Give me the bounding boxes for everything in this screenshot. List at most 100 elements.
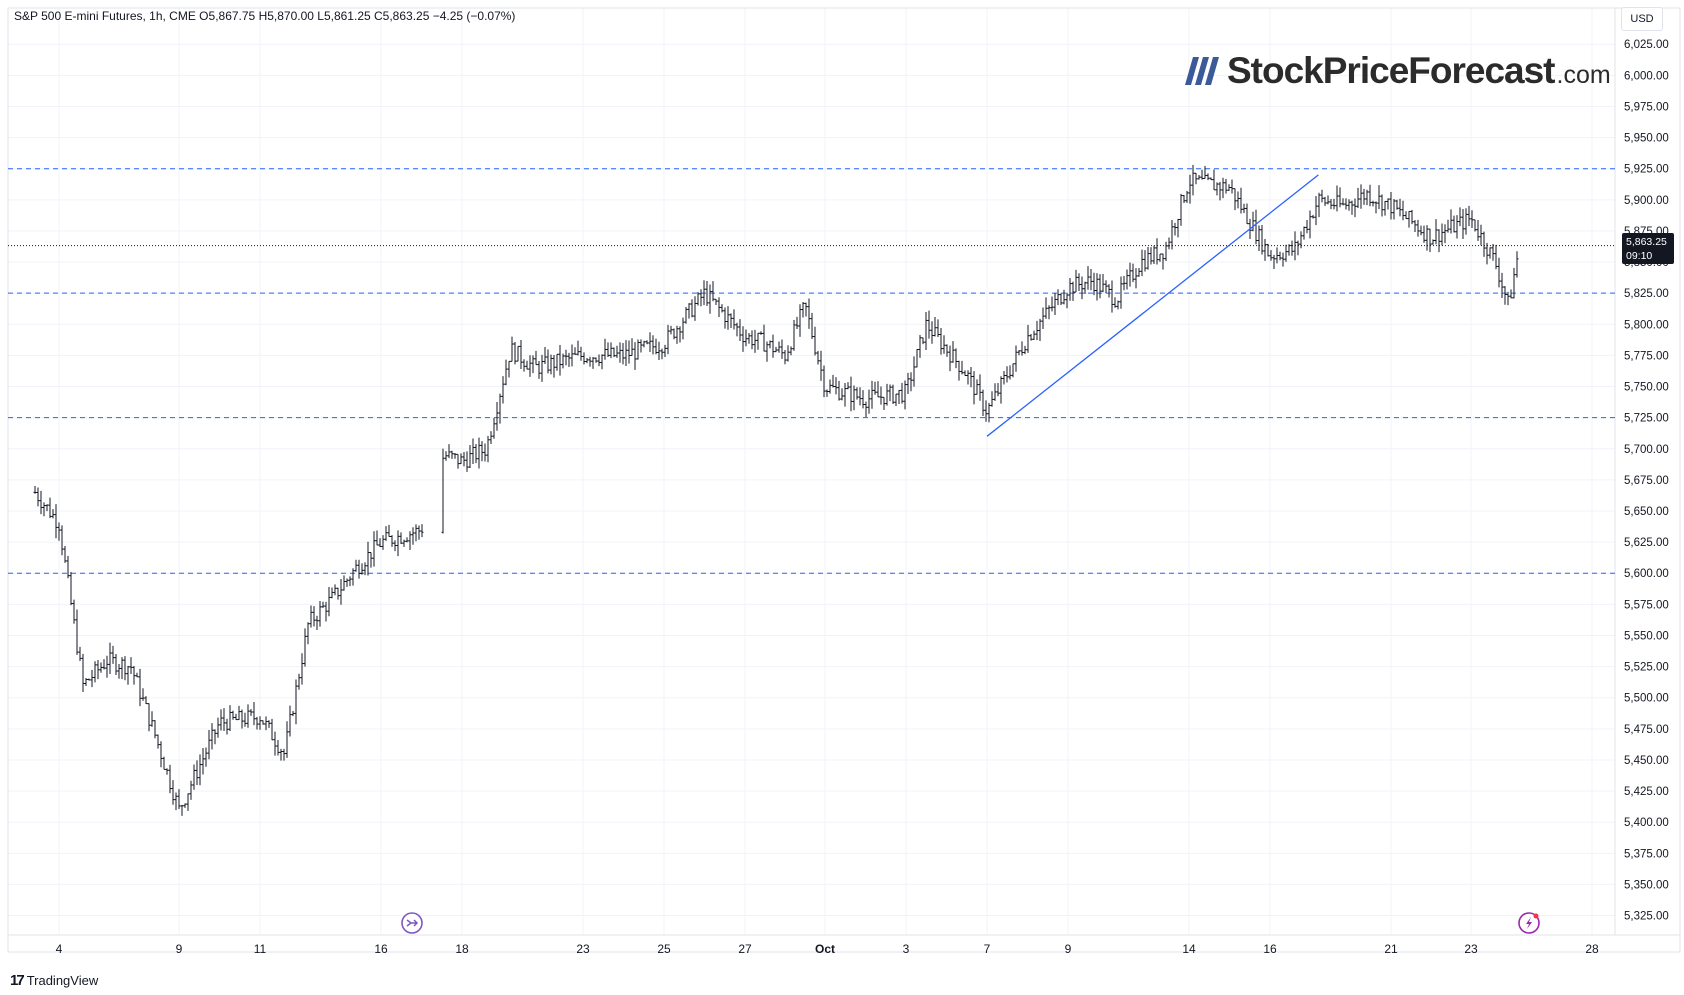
ohlc-bar <box>645 340 649 345</box>
ohlc-bar <box>489 431 493 445</box>
ohlc-bar <box>1065 292 1069 309</box>
ohlc-bar <box>1116 300 1120 310</box>
ohlc-bar <box>384 526 388 541</box>
y-tick-label: 5,800.00 <box>1624 319 1669 331</box>
ohlc-bar <box>378 538 382 548</box>
ohlc-bar <box>969 366 973 388</box>
x-tick-label: 9 <box>1065 942 1072 956</box>
ohlc-bar <box>765 341 769 362</box>
ohlc-bar <box>1269 250 1273 261</box>
ohlc-bar <box>1026 324 1030 353</box>
ohlc-bar <box>132 665 136 685</box>
ohlc-bar <box>921 337 925 345</box>
y-tick-label: 5,725.00 <box>1624 413 1669 425</box>
time-axis[interactable]: 4 9 11 16 18 23 25 27 Oct 3 7 9 14 16 21 23 28 <box>56 942 1599 956</box>
tradingview-logo-icon: 17 <box>10 972 25 989</box>
ohlc-bar <box>1512 267 1516 299</box>
ohlc-bar <box>789 346 793 356</box>
ohlc-bar <box>639 339 643 353</box>
ohlc-bar <box>1344 198 1348 210</box>
ohlc-bar <box>963 370 967 376</box>
ohlc-bar <box>459 453 463 465</box>
trendline[interactable] <box>986 174 1319 437</box>
ohlc-bar <box>393 540 397 552</box>
last-price-label: 5,863.25 09:10 <box>1622 233 1674 264</box>
ohlc-bar <box>219 709 223 731</box>
ohlc-bar <box>1020 341 1024 356</box>
y-tick-label: 5,425.00 <box>1624 786 1669 798</box>
ohlc-bar <box>570 344 574 367</box>
ohlc-bar <box>957 360 961 381</box>
ohlc-bar <box>252 702 256 726</box>
ohlc-bar <box>912 356 916 387</box>
ohlc-bar <box>1083 281 1087 294</box>
ohlc-bar <box>1101 273 1105 293</box>
ohlc-bar <box>699 289 703 307</box>
ohlc-bar <box>306 622 310 645</box>
ohlc-bar <box>690 299 694 318</box>
ohlc-bar <box>1452 215 1456 233</box>
ohlc-bar <box>819 350 823 381</box>
ohlc-bar <box>1401 200 1405 221</box>
ohlc-bar <box>315 615 319 630</box>
ohlc-bar <box>1014 345 1018 372</box>
ohlc-bar <box>483 443 487 462</box>
ohlc-bar <box>201 748 205 775</box>
ohlc-bar <box>588 356 592 367</box>
ohlc-bar <box>504 359 508 386</box>
ohlc-bar <box>1215 182 1219 196</box>
ohlc-bar <box>1386 198 1390 210</box>
ohlc-bar <box>879 386 883 405</box>
ohlc-bar <box>183 803 187 808</box>
ohlc-bar <box>1485 242 1489 265</box>
ohlc-bar <box>240 709 244 729</box>
ohlc-bar <box>1062 289 1066 305</box>
ohlc-bar <box>960 360 964 375</box>
ohlc-bar <box>723 307 727 329</box>
ohlc-bar <box>1491 243 1495 261</box>
ohlc-bar <box>744 329 748 347</box>
ohlc-bar <box>1212 169 1216 191</box>
ohlc-bar <box>813 326 817 356</box>
ohlc-bar <box>1296 240 1300 256</box>
ohlc-bar <box>1050 296 1054 312</box>
ohlc-bar <box>888 384 892 402</box>
ohlc-bar <box>186 793 190 811</box>
ohlc-bar <box>36 487 40 507</box>
ohlc-bar <box>534 350 538 366</box>
ohlc-bar <box>981 389 985 417</box>
forward-arrow-icon[interactable] <box>401 912 423 934</box>
ohlc-bar <box>837 380 841 401</box>
ohlc-bar <box>399 532 403 545</box>
ohlc-bar <box>672 328 676 340</box>
ohlc-bar <box>165 768 169 775</box>
horizontal-levels[interactable] <box>8 168 1615 574</box>
ohlc-bar <box>75 609 79 655</box>
ohlc-bar <box>225 718 229 735</box>
ohlc-bar <box>243 712 247 727</box>
ohlc-bar <box>282 748 286 761</box>
symbol-ohlc-legend[interactable]: S&P 500 E-mini Futures, 1h, CME O5,867.7… <box>14 9 516 23</box>
tradingview-attribution[interactable]: 17 TradingView <box>10 972 98 989</box>
lightning-icon[interactable] <box>1518 912 1540 934</box>
currency-selector[interactable]: USD <box>1621 7 1663 31</box>
ohlc-bar <box>456 453 460 469</box>
ohlc-bar <box>1275 247 1279 264</box>
ohlc-bar <box>1182 194 1186 204</box>
ohlc-bar <box>1107 284 1111 298</box>
ohlc-bar <box>342 575 346 591</box>
ohlc-bar <box>642 340 646 348</box>
ohlc-bar <box>717 297 721 318</box>
price-axis[interactable]: 6,025.00 6,000.00 5,975.00 5,950.00 5,925.00… <box>1624 39 1669 922</box>
ohlc-bar <box>255 716 259 730</box>
ohlc-bar <box>756 332 760 350</box>
x-tick-label: 18 <box>455 942 469 956</box>
ohlc-bar <box>1053 293 1057 316</box>
y-tick-label: 5,475.00 <box>1624 724 1669 736</box>
x-tick-label: 21 <box>1384 942 1398 956</box>
ohlc-bar <box>1422 225 1426 243</box>
y-tick-label: 6,025.00 <box>1624 39 1669 51</box>
ohlc-bar <box>945 344 949 357</box>
ohlc-bar <box>1476 219 1480 241</box>
